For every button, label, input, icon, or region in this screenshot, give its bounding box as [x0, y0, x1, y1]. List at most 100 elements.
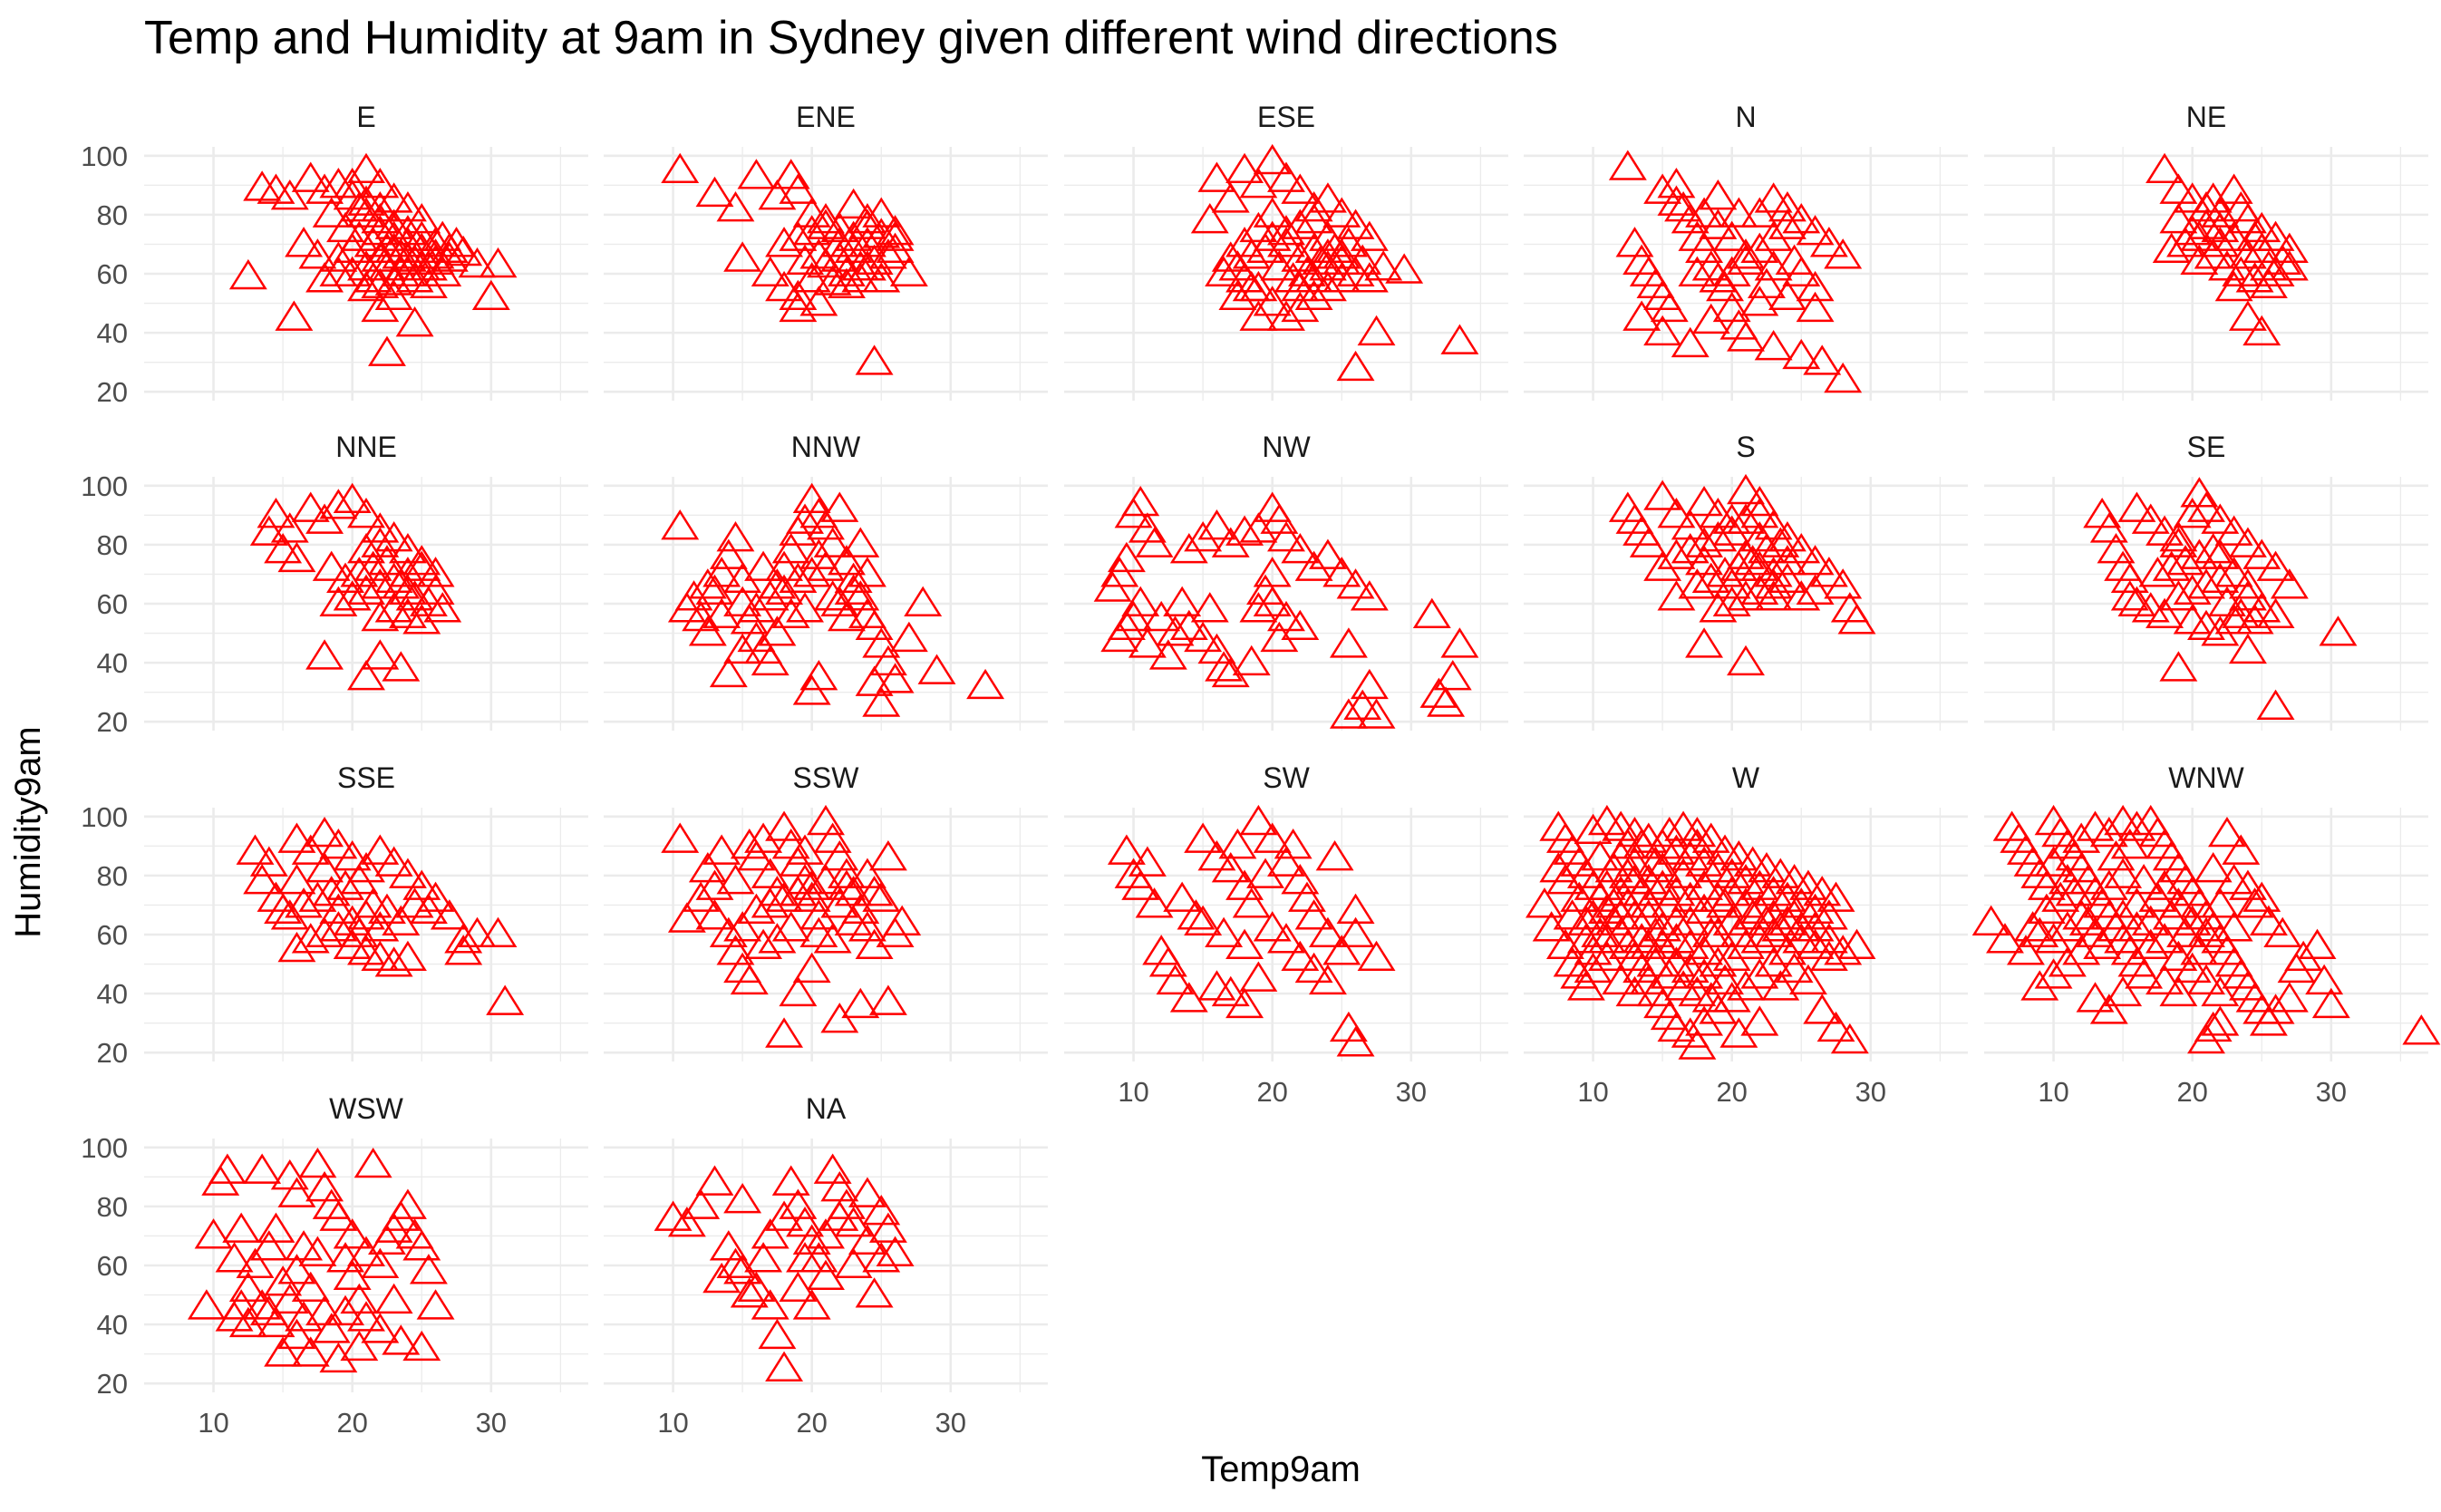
data-point [723, 1254, 762, 1284]
data-point [2159, 173, 2198, 204]
data-point [716, 191, 755, 222]
data-point [347, 1236, 385, 1266]
data-point [319, 911, 358, 942]
data-point [2194, 852, 2233, 883]
data-point [855, 244, 894, 275]
data-point [730, 1277, 769, 1308]
x-tick-label: 30 [935, 1407, 966, 1439]
data-point [228, 258, 267, 290]
x-tick-label: 20 [2176, 1076, 2207, 1108]
data-point [1678, 256, 1717, 286]
facet-strip-label: N [1735, 101, 1756, 133]
data-point [751, 580, 789, 611]
data-point [2228, 568, 2267, 599]
data-point [1788, 964, 1827, 995]
facet-strip-label: NA [806, 1092, 847, 1125]
data-point [1754, 946, 1793, 977]
data-point [264, 1336, 303, 1367]
data-point [820, 1003, 859, 1033]
data-point [1740, 286, 1779, 316]
data-point [2311, 987, 2350, 1019]
x-axis-title: Temp9am [1201, 1449, 1361, 1489]
data-point [2152, 232, 2191, 263]
data-point [1712, 256, 1751, 286]
data-point [2159, 940, 2198, 972]
data-point [1308, 916, 1347, 947]
data-point [326, 1294, 364, 1326]
data-point [388, 1188, 427, 1219]
data-point [1350, 220, 1389, 251]
data-point [667, 1207, 706, 1237]
data-point [661, 152, 700, 184]
data-point [1712, 905, 1751, 935]
facet-strip-label: E [356, 101, 375, 133]
data-point [395, 305, 434, 337]
data-point [312, 550, 351, 581]
data-point [1699, 592, 1738, 623]
data-point [1629, 928, 1668, 960]
data-point [1350, 262, 1389, 293]
data-point [2062, 822, 2101, 853]
data-point [2041, 881, 2080, 912]
data-point [2110, 562, 2149, 593]
data-point [799, 538, 838, 569]
data-point [1712, 220, 1751, 251]
data-point [1274, 262, 1313, 293]
data-point [1602, 964, 1641, 995]
data-point [889, 621, 928, 653]
data-point [855, 665, 894, 696]
data-point [340, 191, 379, 222]
data-point [786, 244, 824, 275]
data-point [868, 839, 907, 871]
data-point [2214, 864, 2253, 895]
data-point [799, 660, 838, 691]
data-point [388, 241, 427, 272]
data-point [1205, 916, 1244, 947]
data-point [2201, 1005, 2240, 1036]
data-point [2222, 191, 2261, 222]
data-point [2173, 574, 2212, 605]
data-point [1566, 970, 1605, 1001]
data-point [1114, 600, 1153, 632]
data-point [1281, 533, 1320, 564]
y-tick-label: 60 [97, 258, 128, 290]
data-point [779, 220, 818, 251]
facet-strip-label: WSW [329, 1092, 404, 1125]
data-point [751, 1289, 789, 1320]
data-point [1685, 527, 1724, 557]
data-point [1322, 197, 1361, 228]
data-point [1267, 161, 1305, 192]
data-point [347, 660, 385, 691]
data-point [1294, 550, 1333, 581]
data-point [737, 1271, 776, 1303]
data-point [2159, 975, 2198, 1007]
data-point [807, 1259, 845, 1291]
data-point [1615, 864, 1654, 895]
data-point [2201, 503, 2240, 534]
data-point [1768, 191, 1807, 222]
data-point [361, 527, 400, 557]
data-point [319, 489, 358, 519]
data-point [1587, 869, 1626, 900]
data-point [737, 893, 776, 924]
y-tick-label: 20 [97, 376, 128, 408]
data-point [319, 256, 358, 286]
data-point [270, 899, 309, 930]
data-point [243, 1289, 282, 1320]
data-point [883, 905, 922, 935]
data-point [1128, 846, 1167, 877]
data-point [1986, 923, 2024, 954]
data-point [423, 220, 462, 251]
data-point [416, 238, 455, 269]
data-point [1336, 568, 1375, 599]
data-point [257, 1212, 295, 1243]
data-point [1197, 509, 1236, 540]
facet-strip-label: S [1736, 431, 1755, 463]
data-point [409, 893, 448, 924]
data-point [1830, 1023, 1869, 1054]
data-point [1748, 267, 1786, 299]
data-point [2214, 604, 2253, 635]
data-point [799, 238, 838, 269]
y-tick-label: 60 [97, 588, 128, 620]
data-point [786, 834, 824, 865]
